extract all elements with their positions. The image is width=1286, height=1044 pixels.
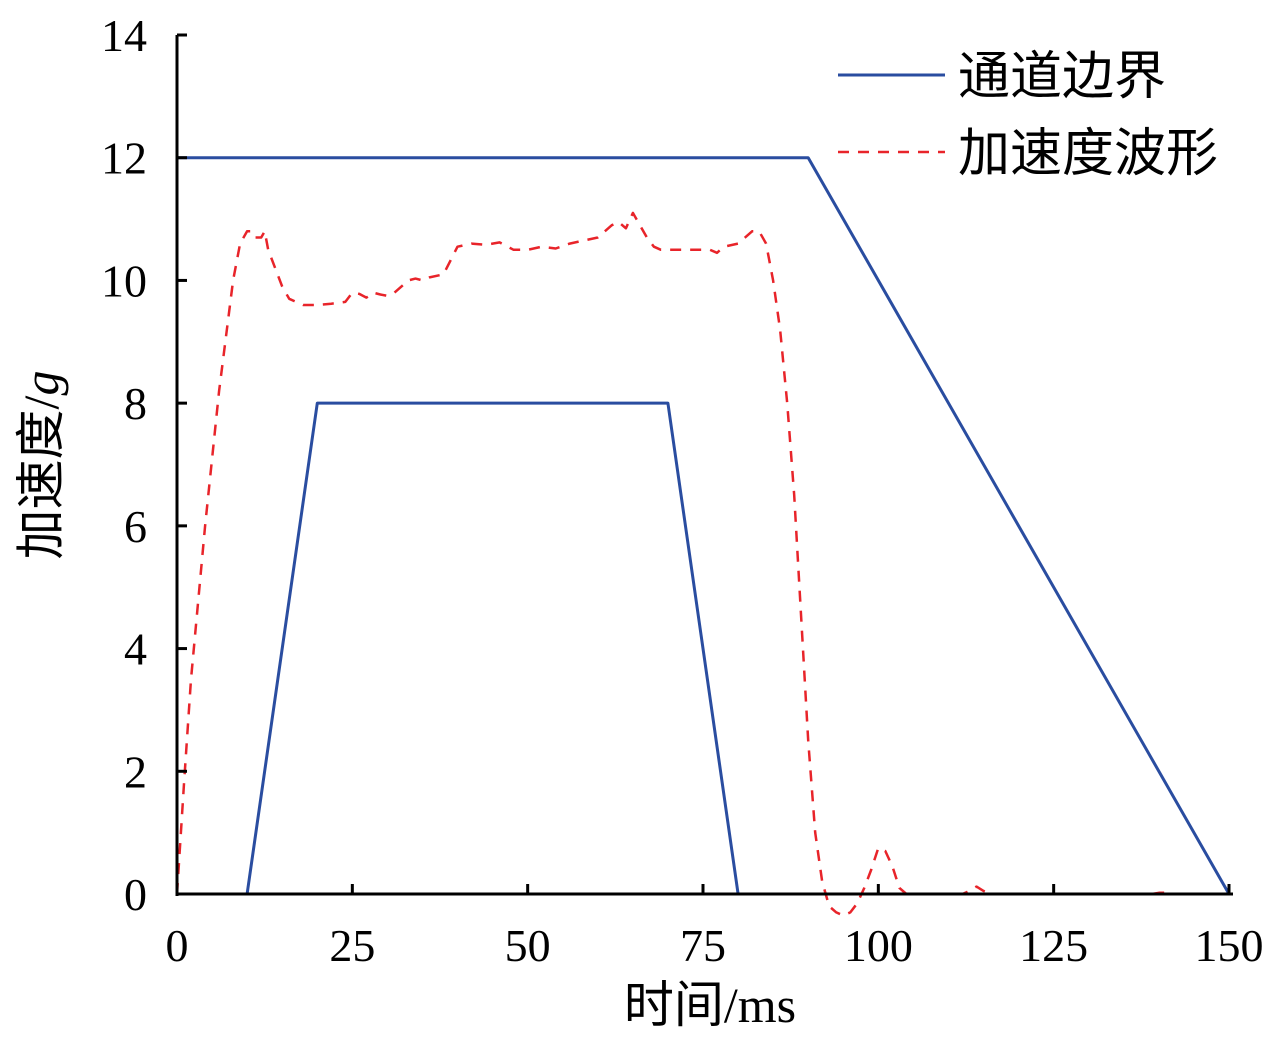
y-tick-label-0: 0 bbox=[124, 869, 147, 920]
y-axis-title-unit: g bbox=[13, 371, 69, 396]
y-axis-title-main: 加速度/ bbox=[13, 395, 69, 559]
x-axis-title: 时间/ms bbox=[624, 977, 796, 1033]
y-tick-label-1: 2 bbox=[124, 746, 147, 797]
y-tick-label-6: 12 bbox=[101, 133, 147, 184]
series-1-line-0 bbox=[175, 211, 1229, 917]
x-tick-label-2: 50 bbox=[505, 920, 551, 971]
y-tick-label-5: 10 bbox=[101, 255, 147, 306]
series-0-line-1 bbox=[177, 401, 1229, 896]
legend-label-boundary: 通道边界 bbox=[958, 49, 1166, 106]
x-tick-label-0: 0 bbox=[166, 920, 189, 971]
x-tick-label-3: 75 bbox=[680, 920, 726, 971]
x-tick-label-5: 125 bbox=[1019, 920, 1088, 971]
x-tick-label-1: 25 bbox=[329, 920, 375, 971]
ticks bbox=[175, 33, 1231, 896]
legend: 通道边界 加速度波形 bbox=[838, 49, 1218, 183]
legend-label-waveform: 加速度波形 bbox=[958, 126, 1218, 183]
y-tick-label-3: 6 bbox=[124, 501, 147, 552]
series-0-line-0 bbox=[177, 156, 1231, 895]
y-tick-label-2: 4 bbox=[124, 624, 147, 675]
x-tick-label-6: 150 bbox=[1195, 920, 1264, 971]
tick-labels: 0 2 4 6 8 10 12 14 0 25 50 75 100 125 150 bbox=[101, 10, 1264, 971]
y-tick-label-7: 14 bbox=[101, 10, 147, 61]
plot-lines bbox=[175, 156, 1231, 917]
x-tick-label-4: 100 bbox=[844, 920, 913, 971]
y-axis-title: 加速度/g bbox=[13, 371, 69, 560]
y-tick-label-4: 8 bbox=[124, 378, 147, 429]
